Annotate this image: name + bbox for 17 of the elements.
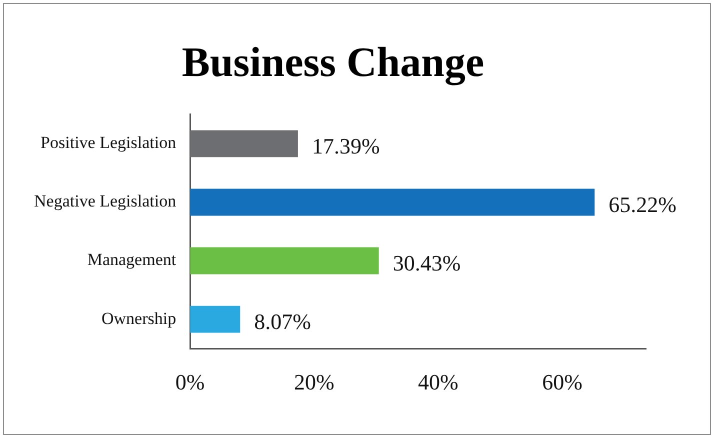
bar bbox=[190, 247, 379, 274]
bar bbox=[190, 188, 595, 216]
x-tick-label: 60% bbox=[542, 370, 582, 395]
data-label: 8.07% bbox=[254, 309, 311, 334]
data-label: 65.22% bbox=[608, 192, 676, 218]
bar bbox=[190, 130, 298, 158]
data-label: 30.43% bbox=[392, 250, 461, 276]
y-tick-label: Negative Legislation bbox=[34, 192, 177, 211]
y-tick-label: Ownership bbox=[101, 308, 176, 328]
y-tick-label: Management bbox=[87, 250, 176, 270]
x-tick-label: 40% bbox=[418, 370, 458, 395]
bar bbox=[190, 306, 240, 333]
data-label: 17.39% bbox=[312, 133, 380, 158]
x-tick-label: 0% bbox=[175, 370, 205, 395]
chart-title: Business Change bbox=[182, 40, 484, 86]
x-tick-label: 20% bbox=[294, 370, 334, 395]
y-tick-label: Positive Legislation bbox=[40, 133, 177, 152]
